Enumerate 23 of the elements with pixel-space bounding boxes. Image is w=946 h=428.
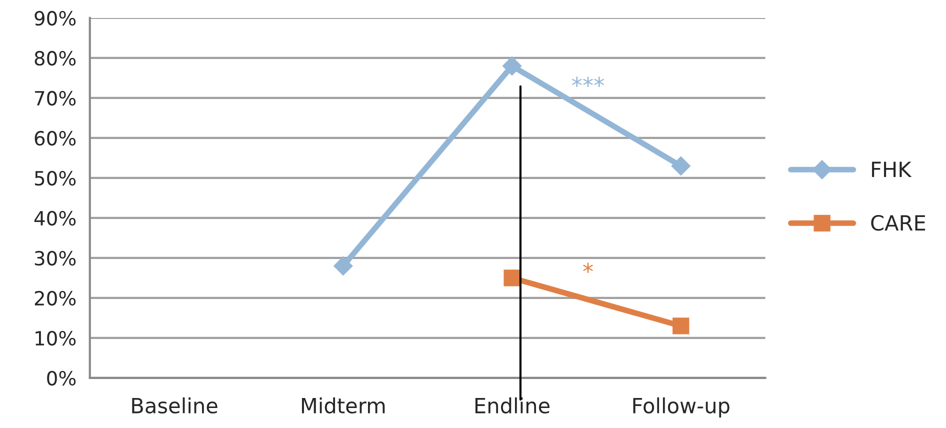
y-tick-label: 0%: [47, 370, 76, 386]
point: [671, 156, 690, 176]
point: [334, 256, 353, 276]
legend-label: FHK: [872, 162, 912, 177]
x-tick-label: Endline: [475, 397, 550, 414]
y-tick-label: 30%: [34, 250, 76, 266]
annotation: ***: [572, 76, 604, 87]
legend-label: CARE: [871, 214, 926, 231]
x-tick-label: Midterm: [302, 397, 385, 414]
y-tick-label: 50%: [34, 170, 76, 186]
y-tick-label: 20%: [34, 290, 76, 306]
y-tick-label: 80%: [34, 50, 76, 66]
y-tick-label: 90%: [34, 10, 76, 26]
point: [502, 56, 522, 76]
y-tick-label: 70%: [35, 90, 76, 106]
x-tick-label: Baseline: [132, 397, 218, 414]
x-tick-label: Follow-up: [633, 397, 730, 418]
annotation: *: [583, 262, 593, 273]
point: [672, 318, 690, 334]
y-tick-label: 40%: [34, 210, 76, 226]
y-tick-label: 60%: [34, 130, 76, 146]
point: [504, 270, 520, 286]
y-tick-label: 10%: [36, 330, 76, 346]
